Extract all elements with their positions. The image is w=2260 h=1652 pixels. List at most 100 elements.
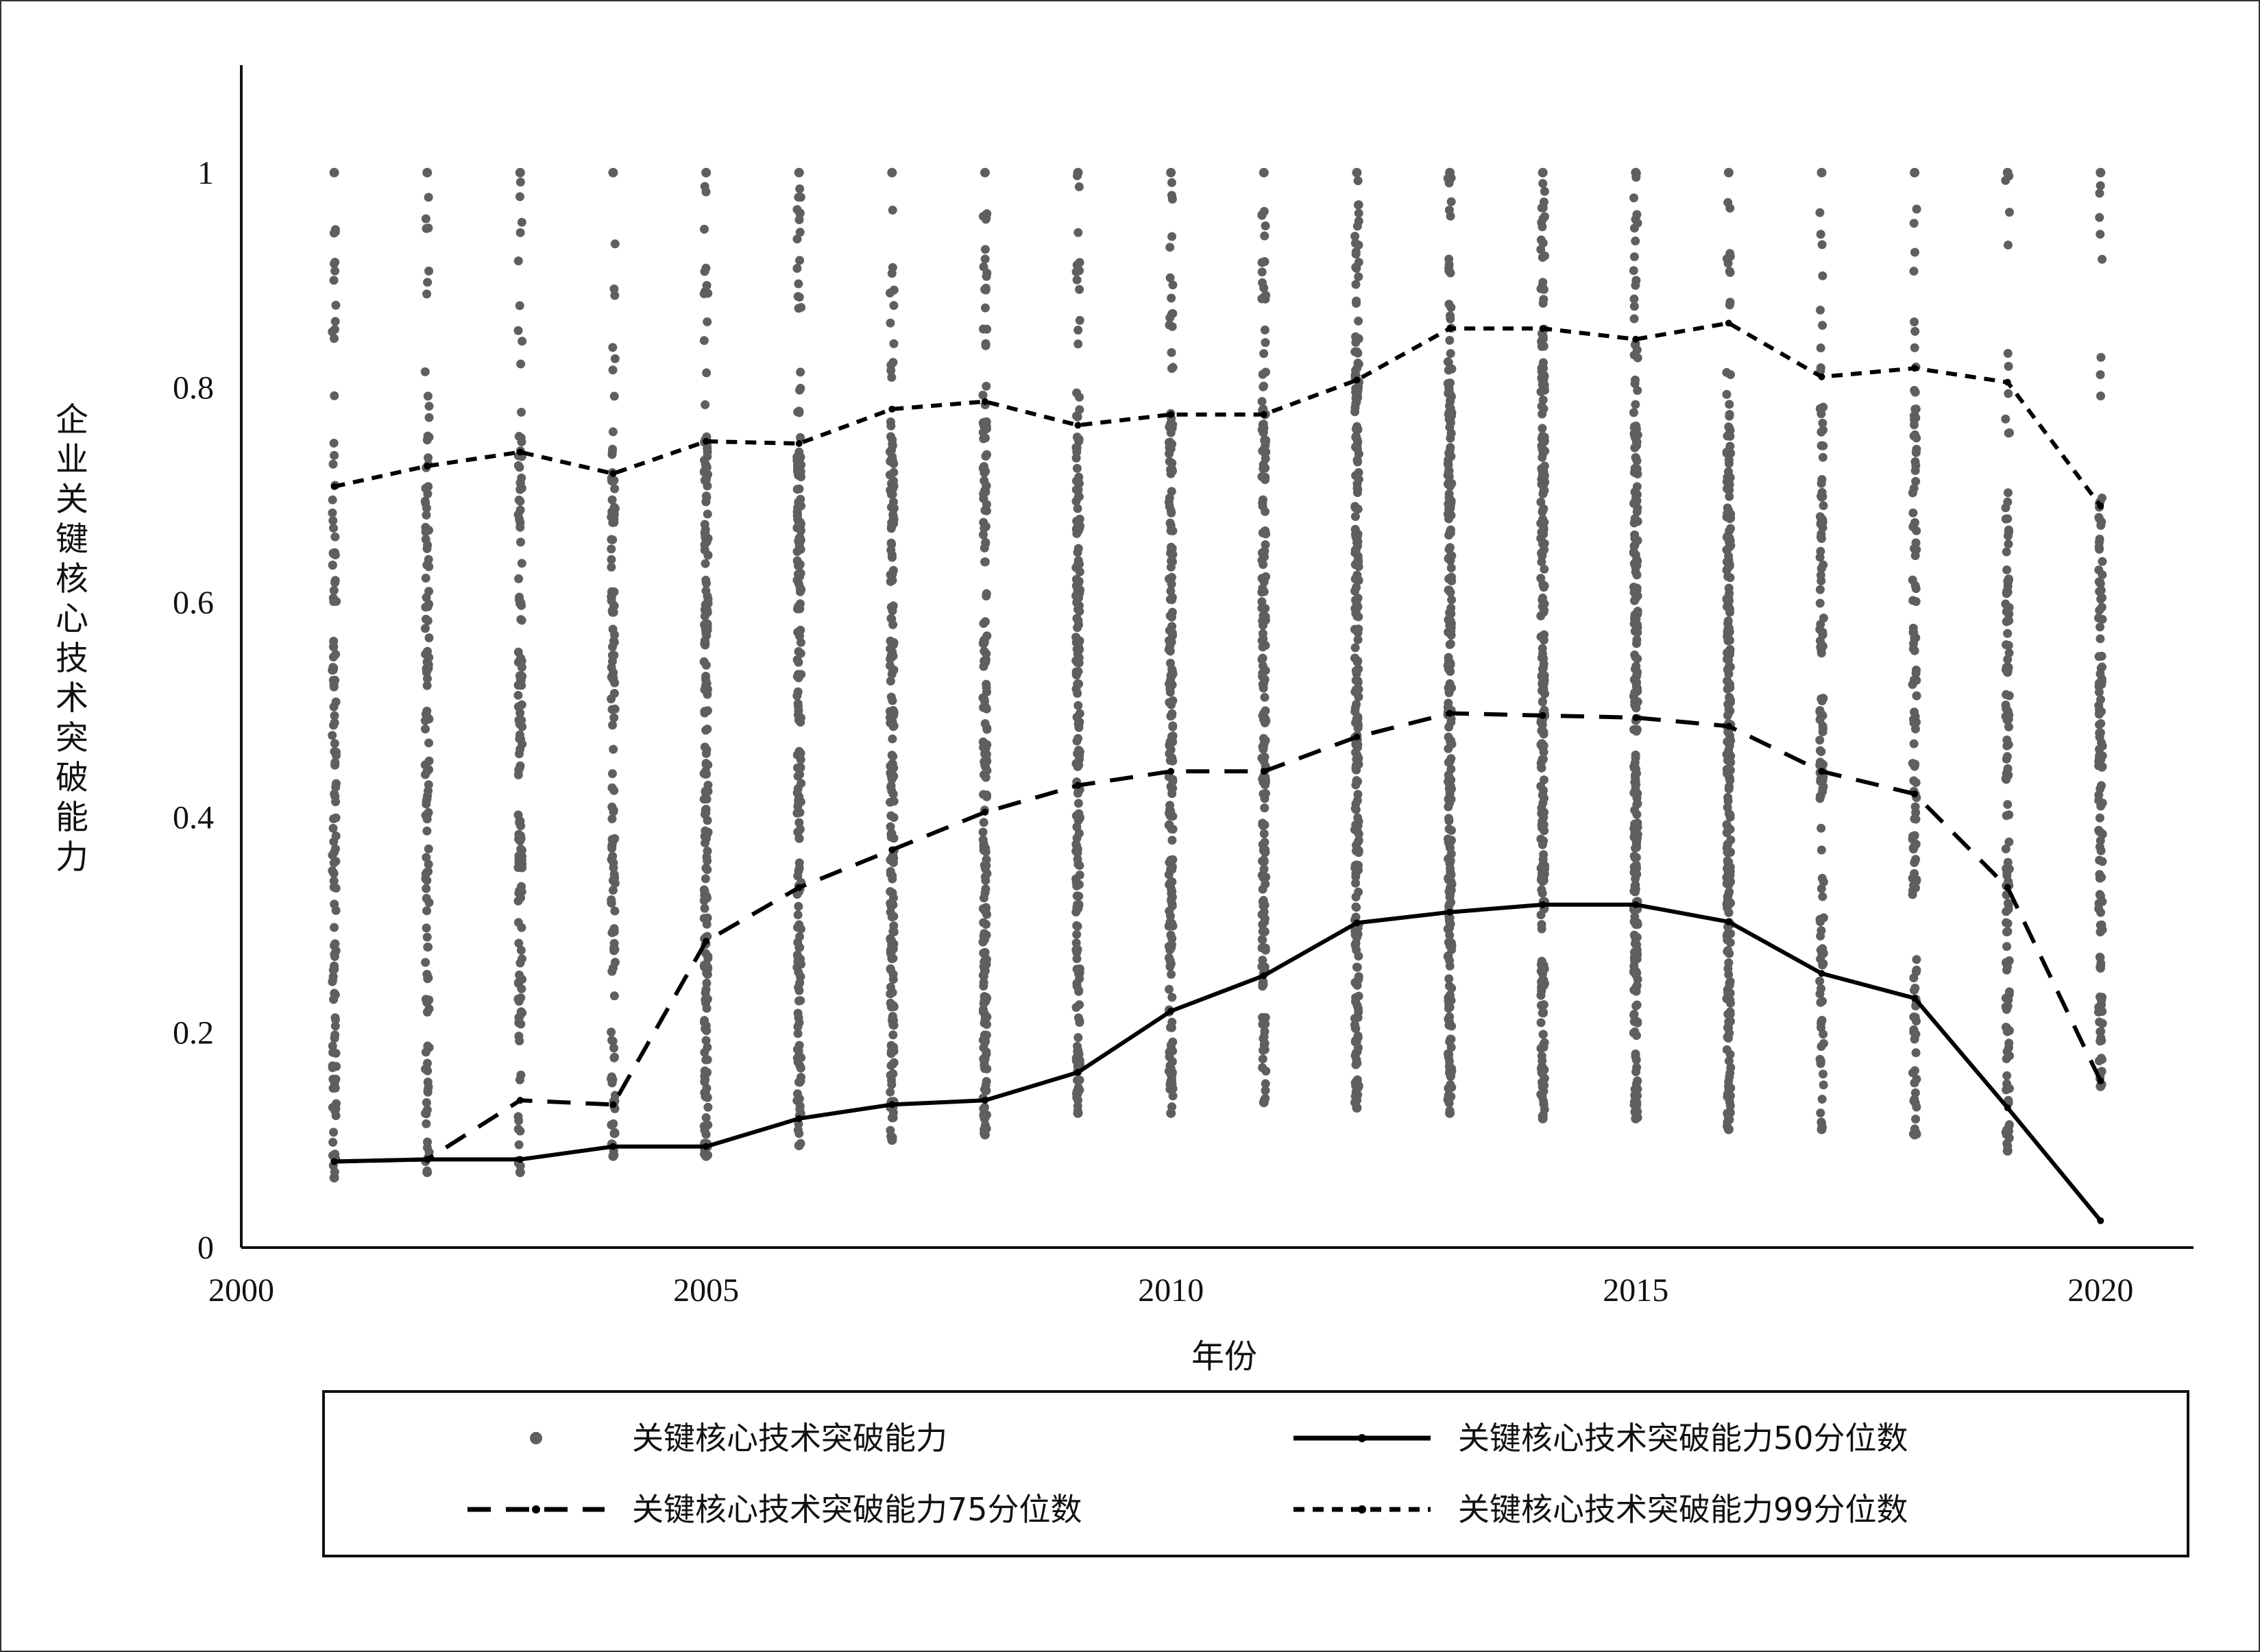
scatter-point xyxy=(1444,260,1454,269)
scatter-point xyxy=(979,982,988,991)
scatter-point xyxy=(703,780,713,790)
scatter-point xyxy=(701,805,710,814)
scatter-point xyxy=(1259,901,1268,910)
scatter-point xyxy=(794,858,804,868)
scatter-point xyxy=(514,1032,524,1041)
scatter-point xyxy=(1073,945,1082,954)
scatter-point xyxy=(2096,664,2106,673)
scatter-point xyxy=(1073,649,1082,659)
scatter-point xyxy=(1538,580,1548,590)
scatter-point xyxy=(1354,240,1363,250)
scatter-point xyxy=(1167,309,1177,319)
scatter-point xyxy=(1629,252,1639,262)
scatter-point xyxy=(1630,688,1640,697)
scatter-point xyxy=(1632,981,1642,991)
series-marker xyxy=(981,1097,988,1104)
scatter-point xyxy=(1353,176,1363,186)
scatter-point xyxy=(1354,847,1363,856)
scatter-point xyxy=(980,992,989,1001)
scatter-point xyxy=(1722,1045,1732,1054)
scatter-point xyxy=(1353,537,1363,546)
scatter-point xyxy=(329,720,339,730)
scatter-point xyxy=(2095,827,2105,837)
scatter-point xyxy=(1908,522,1918,532)
scatter-point xyxy=(1073,1041,1082,1051)
scatter-point xyxy=(513,918,523,927)
scatter-point xyxy=(1536,1064,1546,1073)
scatter-point xyxy=(513,647,523,657)
scatter-point xyxy=(1633,218,1642,228)
scatter-point xyxy=(700,903,709,913)
scatter-point xyxy=(1259,1045,1268,1055)
scatter-point xyxy=(1632,345,1642,354)
scatter-point xyxy=(2094,904,2104,914)
scatter-point xyxy=(796,637,805,647)
scatter-point xyxy=(422,560,432,570)
scatter-point xyxy=(1354,612,1363,622)
scatter-point xyxy=(979,971,988,981)
scatter-point xyxy=(886,651,896,660)
scatter-point xyxy=(1724,459,1734,468)
scatter-point xyxy=(1815,552,1825,562)
scatter-point xyxy=(1909,739,1919,749)
scatter-point xyxy=(1818,452,1827,462)
scatter-point xyxy=(514,938,524,948)
scatter-point xyxy=(1074,809,1084,818)
scatter-point xyxy=(1537,402,1546,411)
scatter-point xyxy=(1725,480,1734,489)
scatter-point xyxy=(1540,1038,1549,1047)
scatter-point xyxy=(422,1119,431,1128)
scatter-point xyxy=(328,1084,338,1093)
scatter-point xyxy=(1445,496,1455,505)
scatter-point xyxy=(1071,938,1081,948)
scatter-point xyxy=(609,1129,619,1139)
scatter-point xyxy=(886,318,895,328)
scatter-point xyxy=(1444,686,1454,696)
scatter-point xyxy=(1540,564,1549,574)
scatter-point xyxy=(422,289,432,299)
scatter-point xyxy=(1444,266,1454,276)
scatter-point xyxy=(702,474,712,484)
scatter-point xyxy=(610,873,620,883)
series-marker xyxy=(1911,995,1919,1002)
scatter-point xyxy=(2002,565,2012,574)
scatter-point xyxy=(1072,463,1082,473)
scatter-point xyxy=(1539,875,1548,885)
scatter-point xyxy=(982,790,991,800)
scatter-point xyxy=(2005,428,2015,437)
scatter-point xyxy=(2002,1145,2013,1156)
scatter-point xyxy=(980,167,990,178)
scatter-point xyxy=(2096,1027,2106,1036)
scatter-point xyxy=(889,301,899,311)
scatter-point xyxy=(2004,1043,2013,1052)
scatter-point xyxy=(980,1114,989,1123)
scatter-point xyxy=(1261,1086,1270,1095)
scatter-point xyxy=(1909,1025,1919,1035)
scatter-point xyxy=(1261,454,1270,463)
scatter-point xyxy=(980,1130,990,1140)
scatter-point xyxy=(2097,1067,2106,1076)
scatter-point xyxy=(1259,382,1268,391)
scatter-point xyxy=(2004,389,2013,398)
scatter-point xyxy=(1725,773,1734,783)
scatter-point xyxy=(515,167,525,178)
scatter-point xyxy=(1726,835,1736,845)
scatter-point xyxy=(1538,278,1548,287)
scatter-point xyxy=(1260,803,1269,813)
scatter-point xyxy=(330,1030,340,1040)
scatter-point xyxy=(981,452,991,461)
scatter-point xyxy=(1911,807,1921,817)
scatter-point xyxy=(423,391,433,401)
scatter-point xyxy=(1912,691,1921,701)
scatter-point xyxy=(794,542,804,551)
series-marker xyxy=(609,470,617,477)
scatter-point xyxy=(1908,680,1917,690)
scatter-point xyxy=(703,725,712,734)
scatter-point xyxy=(797,302,806,312)
scatter-point xyxy=(1073,1108,1083,1118)
scatter-point xyxy=(980,1009,990,1019)
scatter-point xyxy=(979,1104,988,1113)
scatter-point xyxy=(1631,280,1640,290)
legend-label: 关键核心技术突破能力50分位数 xyxy=(1458,1420,1908,1457)
scatter-point xyxy=(1350,643,1360,653)
